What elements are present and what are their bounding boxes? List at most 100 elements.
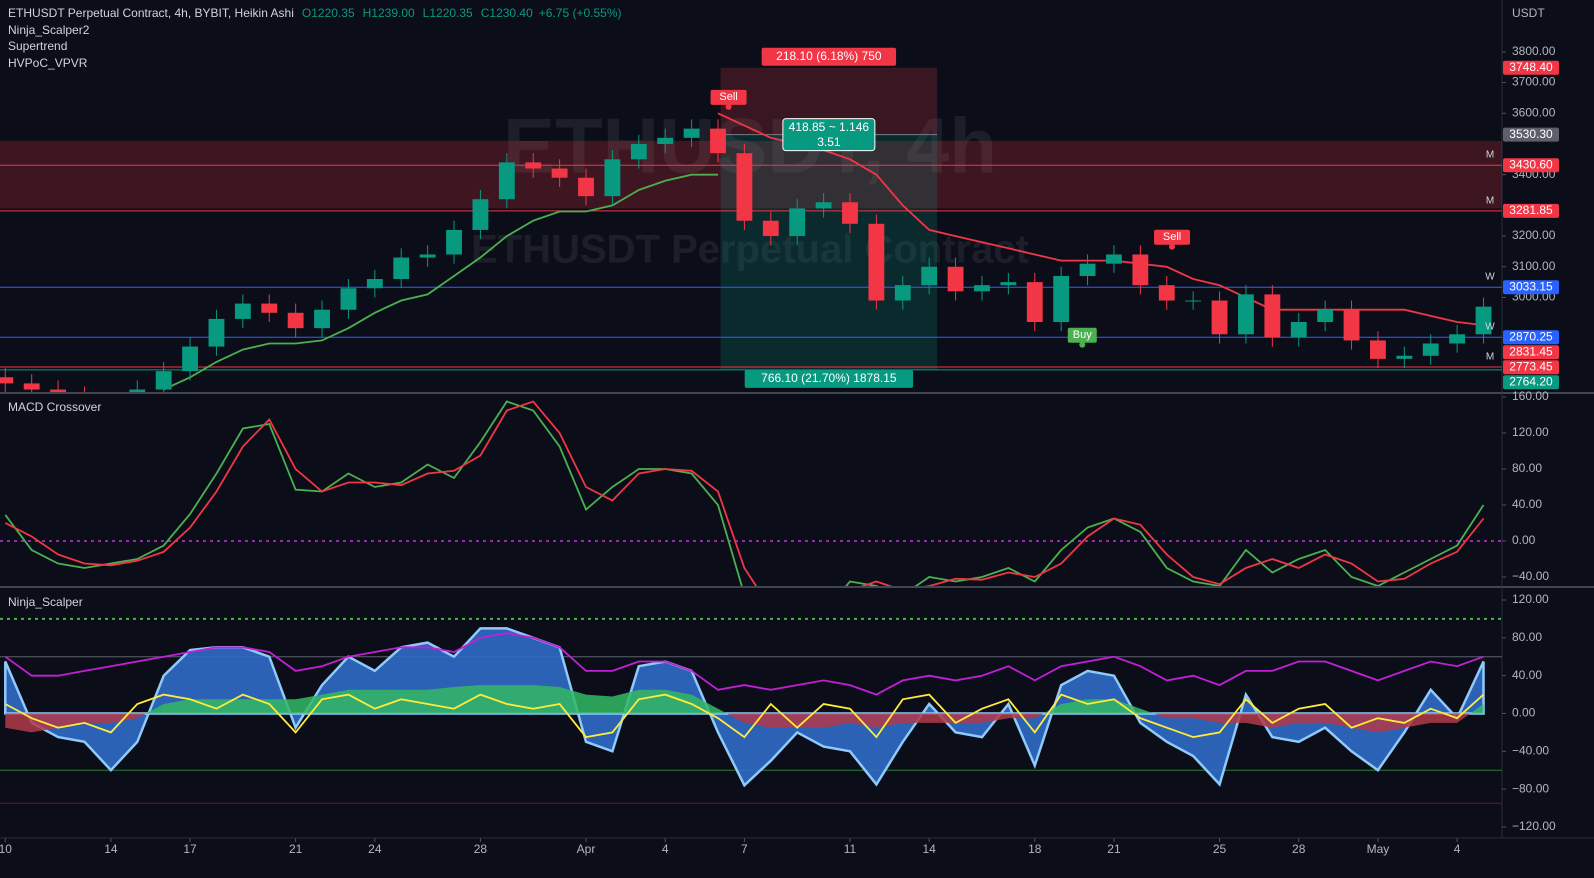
x-tick-label: 18 [1028, 842, 1042, 856]
price-badge [1503, 203, 1559, 218]
candle-body [208, 318, 225, 347]
x-tick-label: 25 [1213, 842, 1227, 856]
candle-body [287, 312, 304, 329]
price-badge [1503, 360, 1559, 375]
price-badge [1503, 330, 1559, 345]
price-badge-label: 3430.60 [1509, 157, 1553, 171]
quote: C1230.40 [481, 6, 533, 20]
candle-body [1264, 294, 1281, 338]
series-line [4, 632, 1484, 696]
indicator-name[interactable]: HVPoC_VPVR [8, 56, 88, 70]
y-tick-label: 3200.00 [1512, 228, 1556, 242]
candle-body [762, 220, 779, 237]
candle-body [1185, 300, 1202, 302]
candle-body [947, 266, 964, 292]
pane [0, 400, 1502, 586]
plot-layer: 3800.003700.003600.003400.003200.003100.… [0, 44, 1559, 856]
candle-body [789, 208, 806, 237]
candle-body [630, 143, 647, 160]
price-badge-label: 2773.45 [1509, 359, 1553, 373]
position-label: 218.10 (6.18%) 750 [776, 49, 882, 63]
candle-body [710, 128, 726, 154]
x-tick-label: 28 [474, 842, 488, 856]
candle-body [842, 202, 858, 224]
flow-area [5, 713, 1484, 733]
candle-body [815, 202, 832, 209]
price-badge [1503, 375, 1559, 390]
signal-point [1169, 243, 1176, 250]
watermark: ETHUSDT Perpetual Contract [471, 228, 1029, 272]
y-tick-label: −40.00 [1512, 743, 1549, 757]
unit-label: USDT [1512, 6, 1545, 20]
y-tick-label: 0.00 [1512, 706, 1536, 720]
y-tick-label: 80.00 [1512, 630, 1542, 644]
series-line [163, 173, 718, 391]
candle-body [366, 279, 383, 289]
price-badge-label: 2764.20 [1509, 374, 1553, 388]
signal-box [1067, 327, 1097, 343]
price-badge [1503, 345, 1559, 360]
candle-body [0, 377, 14, 384]
x-tick-label: 4 [662, 842, 669, 856]
position-label: 766.10 (21.70%) 1878.15 [761, 371, 897, 385]
price-badge-label: 3530.30 [1509, 127, 1553, 141]
signal-label: Sell [719, 91, 737, 103]
candle-body [736, 153, 753, 221]
candle-body [921, 266, 938, 286]
position-label-box [761, 47, 897, 66]
candle-body [894, 285, 911, 301]
y-tick-label: 120.00 [1512, 592, 1549, 606]
candle-body [340, 288, 357, 310]
x-tick-label: 17 [183, 842, 197, 856]
pattern-mark: M [1486, 149, 1494, 160]
candle-body [1211, 300, 1228, 335]
candle-body [1370, 340, 1386, 359]
pattern-mark: M [1486, 195, 1494, 206]
candle-body [1396, 355, 1413, 359]
candle-body [525, 162, 542, 169]
candle-body [1079, 263, 1096, 276]
y-tick-label: −80.00 [1512, 781, 1549, 795]
position-label: 418.85 ~ 1.146 [789, 120, 870, 134]
price-badge-label: 2870.25 [1509, 329, 1553, 343]
symbol-header: ETHUSDT Perpetual Contract, 4h, BYBIT, H… [8, 6, 622, 20]
candle-body [234, 303, 251, 319]
candle-body [1158, 285, 1175, 301]
quote: H1239.00 [363, 6, 415, 20]
x-tick-label: 24 [368, 842, 382, 856]
candle-body [498, 162, 515, 200]
pane-title[interactable]: Ninja_Scalper [8, 595, 83, 609]
indicator-name[interactable]: Ninja_Scalper2 [8, 23, 90, 37]
quote: +6.75 (+0.55%) [539, 6, 622, 20]
indicator-name[interactable]: Supertrend [8, 39, 67, 53]
y-tick-label: 80.00 [1512, 461, 1542, 475]
quote: L1220.35 [423, 6, 473, 20]
symbol: ETHUSDT Perpetual Contract, 4h, BYBIT, H… [8, 6, 294, 20]
y-tick-label: 3700.00 [1512, 75, 1556, 89]
candle-body [1238, 294, 1254, 335]
x-tick-label: Apr [577, 842, 596, 856]
signal-label: Sell [1163, 231, 1181, 243]
candle-body [419, 254, 436, 258]
candle-body [393, 257, 410, 280]
candle-body [974, 285, 990, 292]
candle-body [1422, 343, 1439, 356]
candle-body [1106, 254, 1122, 264]
candle-body [683, 128, 700, 138]
pane-title[interactable]: MACD Crossover [8, 400, 101, 414]
candle-body [1000, 282, 1017, 286]
candle-body [472, 199, 489, 230]
x-tick-label: 21 [289, 842, 303, 856]
signal-point [1079, 341, 1086, 348]
y-tick-label: 40.00 [1512, 668, 1542, 682]
candle-body [1343, 309, 1360, 341]
price-badge-label: 2831.45 [1509, 344, 1553, 358]
y-tick-label: −120.00 [1512, 819, 1556, 833]
price-badge [1503, 158, 1559, 173]
candle-body [551, 168, 568, 178]
x-tick-label: 28 [1292, 842, 1306, 856]
candle-body [261, 303, 278, 313]
area-positive [146, 685, 1484, 714]
